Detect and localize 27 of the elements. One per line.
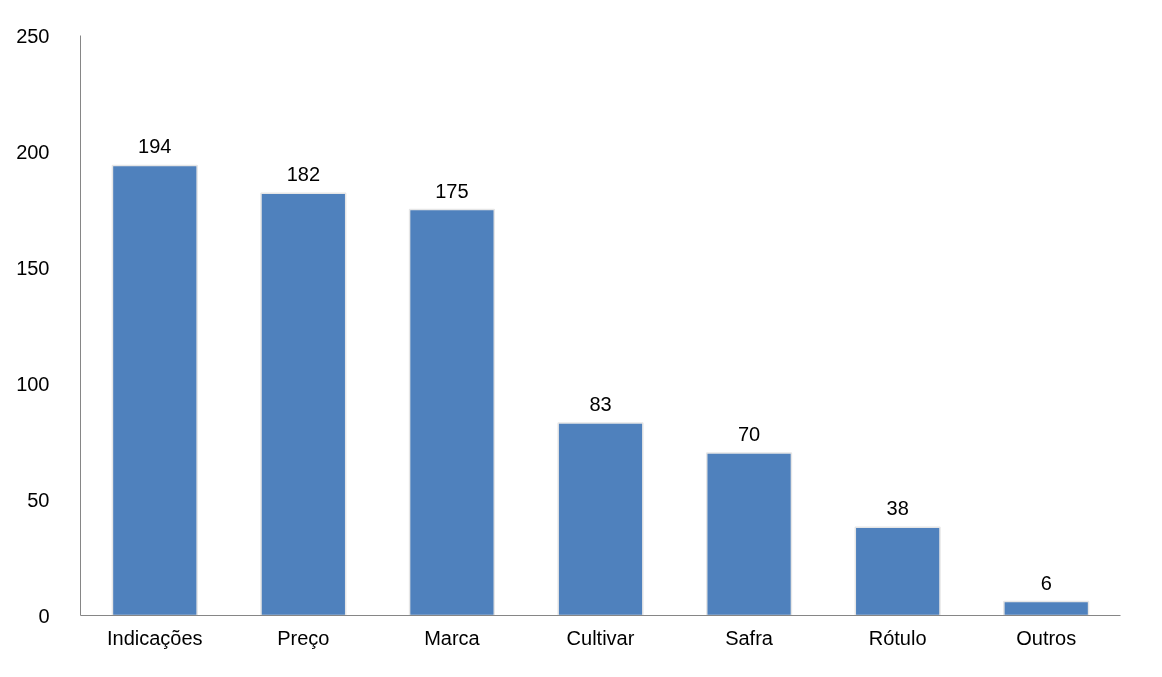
y-tick-label: 250 — [16, 24, 50, 47]
data-label: 194 — [138, 135, 172, 158]
data-label: 70 — [737, 423, 761, 446]
bar — [705, 452, 793, 616]
x-tick-label: Indicações — [106, 626, 203, 649]
bar — [408, 208, 496, 616]
x-tick-label: Safra — [725, 626, 774, 649]
data-label: 83 — [589, 392, 612, 415]
data-label: 38 — [886, 497, 909, 520]
x-tick-label: Preço — [277, 626, 330, 649]
y-tick-label: 0 — [38, 604, 50, 627]
bar — [111, 164, 198, 616]
y-tick-label: 150 — [16, 256, 50, 279]
bar — [1003, 600, 1090, 616]
x-tick-label: Cultivar — [566, 626, 635, 649]
y-tick-label: 50 — [27, 488, 50, 511]
x-tick-label: Outros — [1016, 626, 1077, 649]
y-tick-label: 200 — [16, 140, 50, 163]
bar — [557, 422, 644, 616]
x-tick-label: Marca — [424, 626, 481, 649]
data-label: 182 — [286, 163, 321, 186]
data-label: 175 — [435, 179, 469, 202]
data-label: 6 — [1040, 571, 1052, 594]
y-tick-label: 100 — [16, 372, 50, 395]
x-tick-label: Rótulo — [868, 626, 927, 649]
bar — [260, 192, 347, 616]
bar — [854, 526, 941, 616]
